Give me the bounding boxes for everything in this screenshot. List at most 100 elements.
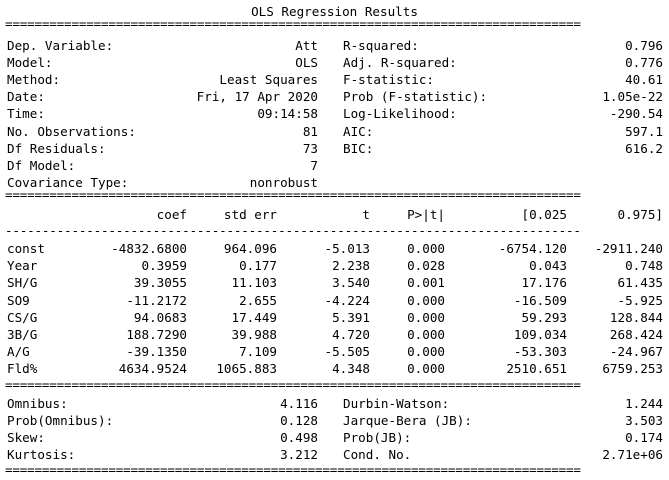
- diagnostic-value: 0.498: [280, 430, 318, 446]
- summary-label: No. Observations:: [7, 123, 136, 139]
- summary-value: Fri, 17 Apr 2020: [196, 89, 318, 105]
- coef-row: Fld% 4634.9524 1065.883 4.348 0.000 2510.651 6…: [0, 360, 669, 377]
- double-rule-bottom: ========================================…: [5, 465, 581, 475]
- coef-cell: 0.043: [529, 258, 567, 274]
- summary-label: Covariance Type:: [7, 174, 129, 190]
- diagnostic-label-2: Jarque-Bera (JB):: [343, 413, 472, 429]
- summary-value-2: -290.54: [609, 106, 663, 122]
- coef-cell: -53.303: [513, 344, 567, 360]
- coef-cell: -4.224: [324, 292, 371, 308]
- summary-value: Least Squares: [219, 72, 318, 88]
- coef-cell: 61.435: [617, 275, 664, 291]
- coef-header-cell: coef: [156, 207, 187, 222]
- diagnostic-label: Prob(Omnibus):: [7, 413, 114, 429]
- single-rule-coef: ----------------------------------------…: [5, 226, 581, 236]
- coef-cell: 0.000: [407, 361, 445, 377]
- coef-cell: 17.449: [231, 309, 278, 325]
- summary-value-2: 616.2: [625, 140, 663, 156]
- summary-label: Date:: [7, 89, 45, 105]
- coef-cell: 0.000: [407, 344, 445, 360]
- coef-cell: 4.348: [332, 361, 370, 377]
- report-title: OLS Regression Results: [251, 4, 418, 19]
- summary-row: Df Model: 7: [0, 157, 669, 174]
- diagnostic-label: Omnibus:: [7, 396, 68, 411]
- coef-cell: 1065.883: [216, 361, 277, 377]
- coef-cell: 6759.253: [602, 361, 663, 377]
- double-rule-summary-end: ========================================…: [5, 190, 581, 200]
- coef-variable-name: const: [7, 241, 45, 256]
- coef-cell: 5.391: [332, 309, 370, 325]
- diagnostic-value: 0.128: [280, 413, 318, 429]
- diagnostic-value-2: 0.174: [625, 430, 663, 446]
- coef-cell: -4832.6800: [111, 241, 187, 256]
- coef-cell: 7.109: [239, 344, 277, 360]
- coef-cell: -39.1350: [126, 344, 187, 360]
- coef-cell: -24.967: [609, 344, 663, 360]
- coef-cell: 2.238: [332, 258, 370, 274]
- coef-variable-name: Year: [7, 258, 38, 274]
- coef-variable-name: SO9: [7, 292, 30, 308]
- coef-cell: -5.505: [324, 344, 371, 360]
- coef-cell: 0.001: [407, 275, 445, 291]
- diagnostic-label: Kurtosis:: [7, 447, 76, 463]
- coef-cell: 964.096: [223, 241, 277, 256]
- summary-row: Model: OLS Adj. R-squared: 0.776: [0, 54, 669, 71]
- coef-cell: 188.7290: [126, 327, 187, 342]
- summary-label-2: Prob (F-statistic):: [343, 89, 488, 105]
- summary-row: Dep. Variable: Att R-squared: 0.796: [0, 37, 669, 54]
- summary-value-2: 40.61: [625, 72, 663, 88]
- coef-variable-name: 3B/G: [7, 327, 38, 342]
- summary-value: 81: [302, 123, 318, 139]
- diagnostic-row: Omnibus: 4.116 Durbin-Watson: 1.244: [0, 395, 669, 412]
- summary-value: OLS: [295, 55, 318, 71]
- coef-row: const -4832.6800 964.096 -5.013 0.000 -6754.1…: [0, 240, 669, 257]
- summary-label: Df Residuals:: [7, 140, 106, 156]
- summary-value: 09:14:58: [257, 106, 318, 122]
- coef-row: CS/G 94.0683 17.449 5.391 0.000 59.293 128.844: [0, 309, 669, 326]
- summary-value: 73: [302, 140, 318, 156]
- coef-cell: 2510.651: [506, 361, 567, 377]
- diagnostic-value-2: 2.71e+06: [602, 447, 663, 463]
- coef-row: Year 0.3959 0.177 2.238 0.028 0.043 0.748: [0, 257, 669, 274]
- summary-value: 7: [310, 157, 318, 173]
- coef-variable-name: SH/G: [7, 275, 38, 291]
- coef-header-cell: [0.025: [521, 207, 568, 222]
- summary-label: Time:: [7, 106, 45, 122]
- summary-label: Model:: [7, 55, 53, 71]
- diagnostic-value-2: 1.244: [625, 396, 663, 411]
- coef-cell: 0.000: [407, 241, 445, 256]
- coef-cell: 4634.9524: [118, 361, 187, 377]
- diagnostic-label-2: Cond. No.: [343, 447, 412, 463]
- coef-variable-name: CS/G: [7, 309, 38, 325]
- diagnostic-label: Skew:: [7, 430, 45, 446]
- summary-value: nonrobust: [249, 174, 318, 190]
- coef-header-cell: t: [362, 207, 370, 222]
- coef-cell: 0.748: [625, 258, 663, 274]
- summary-value-2: 0.796: [625, 38, 663, 53]
- summary-label-2: F-statistic:: [343, 72, 434, 88]
- coef-cell: 0.3959: [141, 258, 188, 274]
- summary-label-2: Adj. R-squared:: [343, 55, 457, 71]
- summary-label: Dep. Variable:: [7, 38, 114, 53]
- coef-cell: -5.013: [324, 241, 371, 256]
- coef-cell: 39.3055: [133, 275, 187, 291]
- summary-label-2: Log-Likelihood:: [343, 106, 457, 122]
- summary-value-2: 0.776: [625, 55, 663, 71]
- summary-label: Method:: [7, 72, 61, 88]
- summary-value-2: 1.05e-22: [602, 89, 663, 105]
- coef-header-cell: 0.975]: [617, 207, 664, 222]
- coef-cell: 4.720: [332, 327, 370, 342]
- coef-cell: 268.424: [609, 327, 663, 342]
- coef-cell: 2.655: [239, 292, 277, 308]
- summary-row: Date: Fri, 17 Apr 2020 Prob (F-statistic):…: [0, 88, 669, 105]
- summary-value: Att: [295, 38, 318, 53]
- coef-cell: -11.2172: [126, 292, 187, 308]
- double-rule-coef-end: ========================================…: [5, 380, 581, 390]
- coef-row: SO9 -11.2172 2.655 -4.224 0.000 -16.509 -5.925: [0, 292, 669, 309]
- coef-variable-name: Fld%: [7, 361, 38, 377]
- coef-cell: 0.177: [239, 258, 277, 274]
- coef-cell: -6754.120: [498, 241, 567, 256]
- coef-cell: 17.176: [521, 275, 568, 291]
- coef-cell: 11.103: [231, 275, 278, 291]
